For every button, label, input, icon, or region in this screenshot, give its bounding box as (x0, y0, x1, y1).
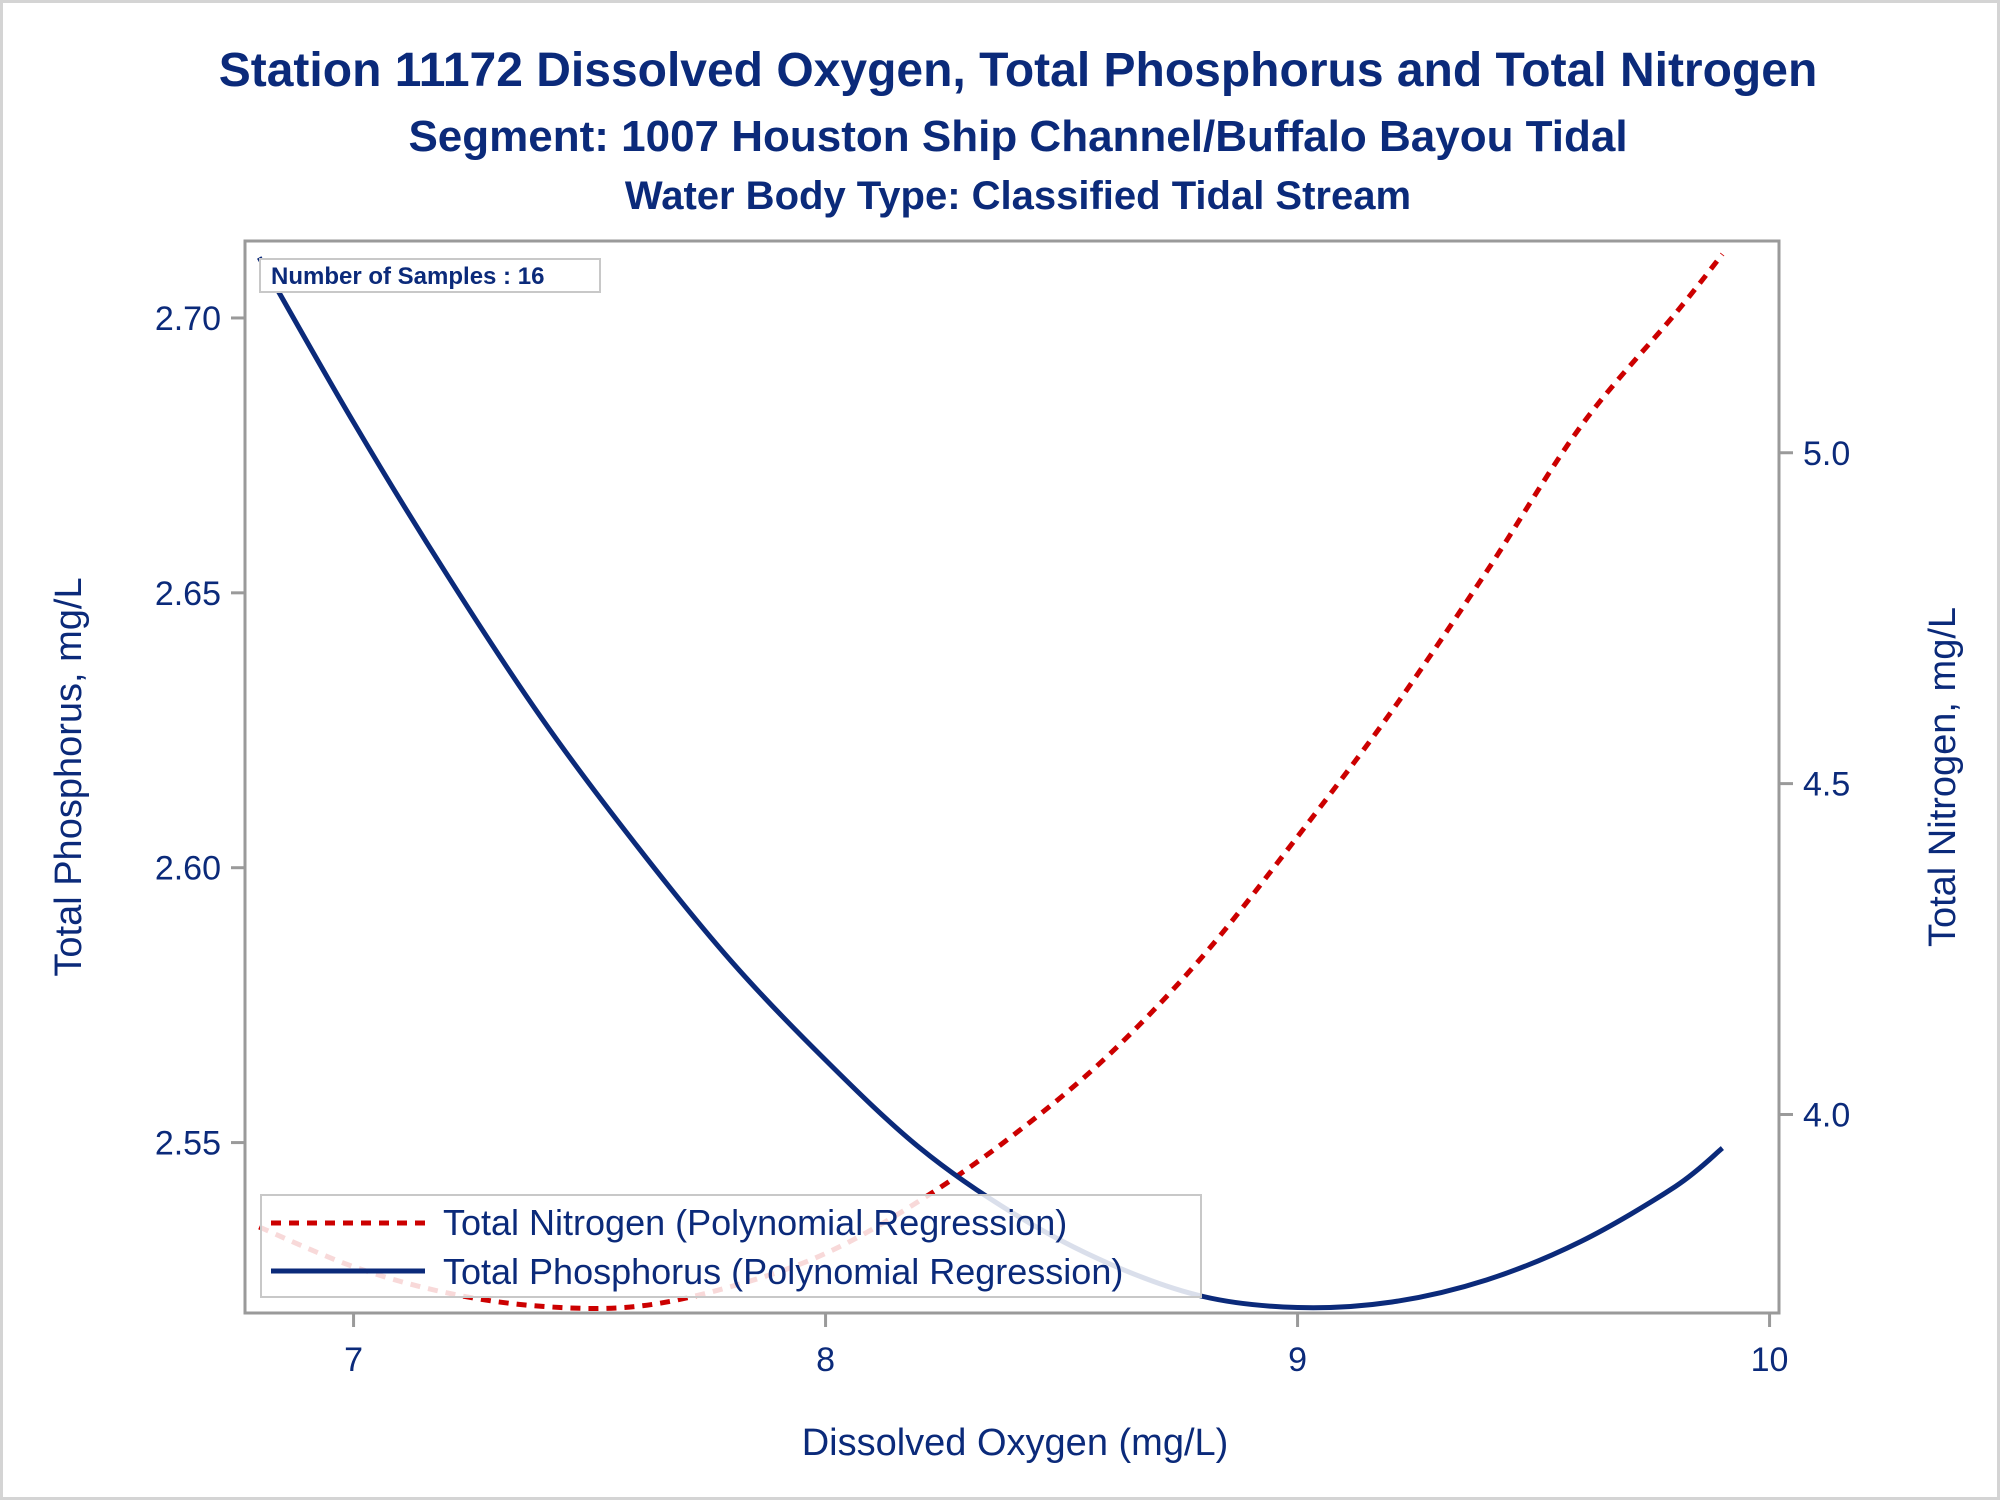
y-axis-left-label: Total Phosphorus, mg/L (48, 577, 90, 976)
legend-box (260, 1194, 1202, 1298)
samples-inset-box (259, 258, 601, 293)
x-tick-label: 8 (816, 1341, 835, 1379)
y-right-tick-label: 4.5 (1803, 766, 1850, 804)
x-axis-label: Dissolved Oxygen (mg/L) (802, 1422, 1229, 1464)
y-right-tick-label: 5.0 (1803, 435, 1850, 473)
x-axis: 7 8 9 10 (344, 1313, 1788, 1379)
y-left-tick-label: 2.70 (155, 300, 221, 338)
y-left-tick-label: 2.65 (155, 575, 221, 613)
y-axis-right-label: Total Nitrogen, mg/L (1922, 607, 1964, 947)
series-line-phosphorus (257, 256, 1725, 1311)
y-left-tick-label: 2.60 (155, 850, 221, 888)
chart-title: Station 11172 Dissolved Oxygen, Total Ph… (219, 44, 1818, 97)
samples-inset: Number of Samples : 16 (259, 258, 601, 293)
legend: Total Nitrogen (Polynomial Regression) T… (260, 1194, 1202, 1298)
legend-label-phosphorus: Total Phosphorus (Polynomial Regression) (443, 1251, 1123, 1292)
y-left-tick-label: 2.55 (155, 1125, 221, 1163)
samples-count-text: Number of Samples : 16 (271, 263, 544, 290)
y-axis-left: 2.55 2.60 2.65 2.70 (155, 300, 245, 1163)
legend-label-nitrogen: Total Nitrogen (Polynomial Regression) (443, 1202, 1067, 1243)
plot-area (243, 239, 1781, 1315)
x-tick-label: 9 (1288, 1341, 1307, 1379)
y-right-tick-label: 4.0 (1803, 1096, 1850, 1134)
chart-subtitle-waterbody: Water Body Type: Classified Tidal Stream (625, 174, 1411, 218)
x-tick-label: 7 (344, 1341, 363, 1379)
series-layer (257, 252, 1725, 1311)
series-line-nitrogen (258, 252, 1725, 1311)
x-tick-label: 10 (1751, 1341, 1789, 1379)
chart-svg: Station 11172 Dissolved Oxygen, Total Ph… (48, 44, 1964, 1464)
chart-subtitle-segment: Segment: 1007 Houston Ship Channel/Buffa… (408, 112, 1627, 161)
y-axis-right: 4.0 4.5 5.0 (1779, 435, 1850, 1134)
